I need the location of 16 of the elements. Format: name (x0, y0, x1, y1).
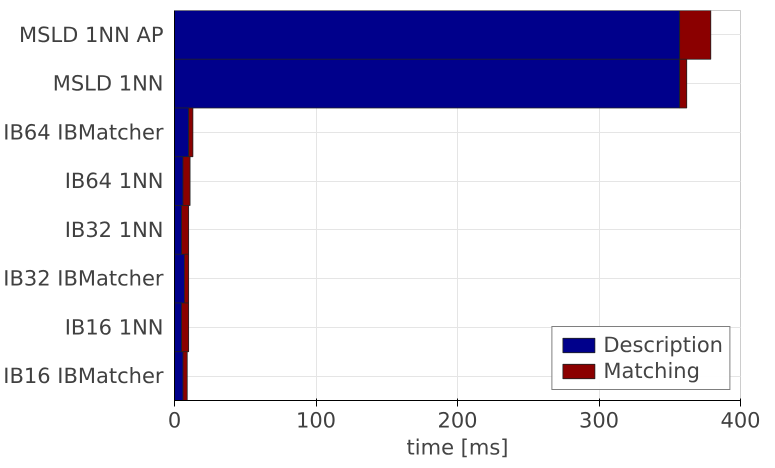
x-tick-label: 400 (720, 408, 761, 432)
y-tick-label: IB16 IBMatcher (3, 364, 164, 388)
y-tick-label: MSLD 1NN AP (19, 22, 164, 47)
y-tick-label: IB64 1NN (64, 169, 164, 194)
y-tick-label: IB32 IBMatcher (3, 266, 164, 291)
x-tick-label: 100 (296, 408, 336, 432)
x-axis-title: time [ms] (406, 436, 508, 460)
legend-label: Matching (603, 359, 700, 383)
y-tick-label: MSLD 1NN (52, 72, 164, 96)
x-tick-label: 200 (437, 408, 478, 432)
x-tick-label: 300 (578, 408, 620, 432)
legend-label: Description (603, 333, 723, 357)
x-tick-label: 0 (168, 408, 182, 432)
y-tick-label: IB64 IBMatcher (3, 120, 164, 144)
y-tick-label: IB16 1NN (64, 315, 164, 340)
y-tick-label: IB32 1NN (64, 218, 164, 242)
